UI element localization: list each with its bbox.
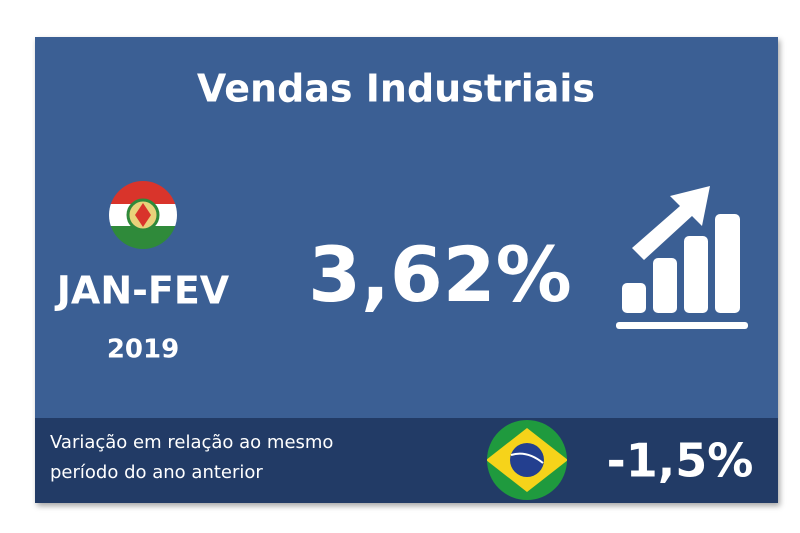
main-value: 3,62%: [308, 230, 572, 319]
footer-note: período do ano anterior: [50, 462, 263, 483]
period: JAN-FEV: [54, 269, 230, 313]
state-flag: [109, 181, 177, 249]
title: Vendas Industriais: [197, 67, 595, 111]
national-value: -1,5%: [607, 434, 754, 488]
growth-icon: [616, 186, 748, 329]
card-footer: [35, 418, 778, 503]
brazil-flag: [487, 420, 567, 500]
year: 2019: [107, 335, 179, 365]
footer-note: Variação em relação ao mesmo: [50, 432, 333, 453]
